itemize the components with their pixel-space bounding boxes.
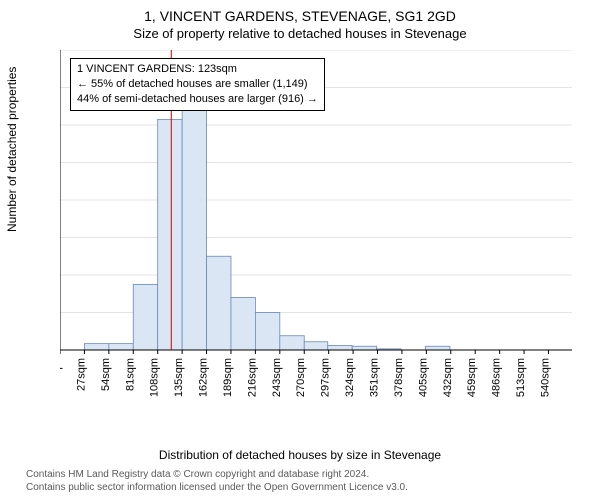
- svg-text:513sqm: 513sqm: [515, 358, 527, 397]
- annotation-line-3: 44% of semi-detached houses are larger (…: [77, 92, 318, 107]
- annotation-line-1: 1 VINCENT GARDENS: 123sqm: [77, 62, 318, 77]
- svg-text:486sqm: 486sqm: [491, 358, 503, 397]
- page-title: 1, VINCENT GARDENS, STEVENAGE, SG1 2GD: [0, 0, 600, 24]
- svg-text:297sqm: 297sqm: [320, 358, 332, 397]
- svg-text:405sqm: 405sqm: [417, 358, 429, 397]
- svg-text:54sqm: 54sqm: [100, 358, 112, 391]
- svg-text:351sqm: 351sqm: [369, 358, 381, 397]
- svg-text:108sqm: 108sqm: [149, 358, 161, 397]
- x-axis-label: Distribution of detached houses by size …: [0, 448, 600, 462]
- y-axis-label: Number of detached properties: [5, 67, 19, 232]
- annotation-box: 1 VINCENT GARDENS: 123sqm ← 55% of detac…: [70, 58, 325, 111]
- svg-text:378sqm: 378sqm: [393, 358, 405, 397]
- svg-text:324sqm: 324sqm: [344, 358, 356, 397]
- footer-line-1: Contains HM Land Registry data © Crown c…: [26, 468, 600, 481]
- svg-text:81sqm: 81sqm: [124, 358, 136, 391]
- svg-text:162sqm: 162sqm: [198, 358, 210, 397]
- footer-line-2: Contains public sector information licen…: [26, 481, 600, 494]
- svg-text:0sqm: 0sqm: [60, 358, 63, 385]
- svg-text:459sqm: 459sqm: [466, 358, 478, 397]
- svg-text:189sqm: 189sqm: [222, 358, 234, 397]
- svg-text:270sqm: 270sqm: [295, 358, 307, 397]
- svg-text:135sqm: 135sqm: [173, 358, 185, 397]
- svg-text:243sqm: 243sqm: [271, 358, 283, 397]
- svg-text:216sqm: 216sqm: [246, 358, 258, 397]
- svg-text:432sqm: 432sqm: [442, 358, 454, 397]
- svg-text:540sqm: 540sqm: [539, 358, 551, 397]
- svg-text:27sqm: 27sqm: [75, 358, 87, 391]
- annotation-line-2: ← 55% of detached houses are smaller (1,…: [77, 77, 318, 92]
- page-subtitle: Size of property relative to detached ho…: [0, 24, 600, 41]
- footer-attribution: Contains HM Land Registry data © Crown c…: [0, 468, 600, 494]
